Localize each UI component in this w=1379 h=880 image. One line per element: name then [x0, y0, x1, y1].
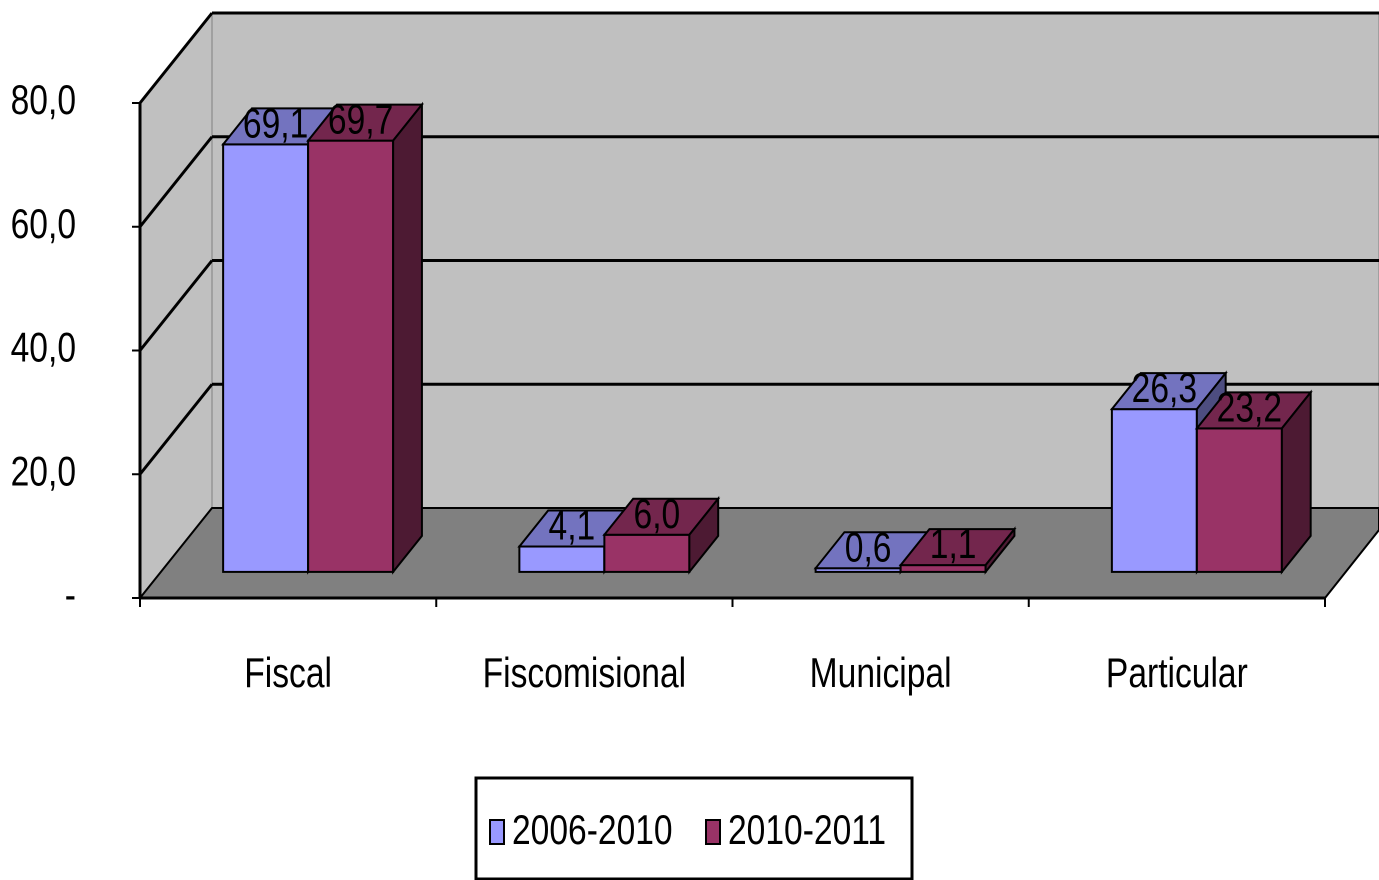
- bar: [307, 139, 395, 573]
- bar-side: [984, 526, 1016, 575]
- y-tick-label: -: [65, 573, 76, 619]
- y-tick-label: 40,0: [11, 325, 76, 371]
- grid-line: [138, 383, 214, 476]
- bar: [222, 143, 310, 573]
- bar-side: [392, 101, 423, 575]
- y-tick-label: 60,0: [11, 201, 76, 247]
- y-tick-label: 20,0: [11, 449, 76, 495]
- grid-line: [138, 12, 214, 104]
- value-label: 26,3: [1132, 366, 1197, 412]
- y-tick-label: 80,0: [11, 78, 76, 124]
- value-label: 1,1: [930, 522, 977, 568]
- bar: [603, 533, 691, 573]
- value-label: 69,1: [243, 101, 308, 147]
- x-tick-label: Fiscal: [244, 651, 332, 697]
- bar: [1110, 408, 1198, 573]
- value-label: 4,1: [549, 503, 596, 549]
- grid-line: [138, 135, 214, 228]
- value-label: 69,7: [328, 97, 393, 143]
- legend-swatch: [705, 819, 721, 845]
- grid-line: [138, 259, 214, 352]
- bar-side: [688, 495, 720, 575]
- legend: [474, 776, 914, 880]
- x-tick-label: Particular: [1106, 651, 1248, 697]
- legend-swatch: [489, 819, 505, 845]
- value-label: 0,6: [845, 525, 892, 571]
- legend-label: 2006-2010: [512, 808, 673, 854]
- value-label: 23,2: [1217, 385, 1282, 431]
- bar: [1195, 427, 1283, 573]
- x-tick-label: Municipal: [810, 651, 952, 697]
- bar-side: [1280, 389, 1312, 575]
- value-label: 6,0: [634, 491, 681, 537]
- x-tick-label: Fiscomisional: [483, 651, 686, 697]
- legend-label: 2010-2011: [728, 808, 886, 854]
- bar: [518, 545, 606, 573]
